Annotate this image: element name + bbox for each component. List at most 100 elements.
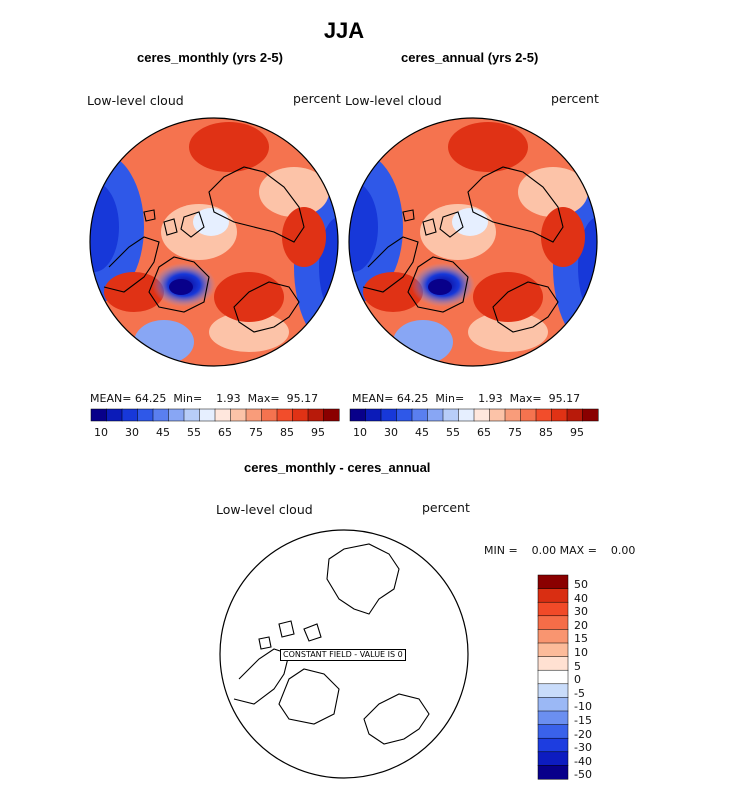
colorbar-swatch: [365, 408, 382, 422]
colorbar-swatch: [396, 408, 413, 422]
colorbar-swatch: [537, 588, 569, 603]
colorbar-swatch: [152, 408, 170, 422]
panel-1-subtitle: ceres_monthly (yrs 2-5): [137, 50, 283, 65]
colorbar-tick: 30: [125, 426, 139, 439]
panel-2-subtitle: ceres_annual (yrs 2-5): [401, 50, 539, 65]
diff-colorbar-ticks: 50 40 30 20 15 10 5 0 -5 -10 -15 -20 -30…: [574, 578, 614, 782]
panel-2-colorbar-ticks: 10 30 45 55 65 75 85 95: [350, 426, 598, 440]
colorbar-swatch: [537, 629, 569, 644]
colorbar-tick: 50: [574, 578, 588, 591]
colorbar-swatch: [582, 408, 599, 422]
colorbar-swatch: [537, 765, 569, 780]
colorbar-swatch: [489, 408, 506, 422]
colorbar-tick: -5: [574, 686, 585, 700]
panel-2-polar-map: [348, 117, 598, 367]
constant-field-label: CONSTANT FIELD - VALUE IS 0: [280, 649, 406, 661]
colorbar-swatch: [245, 408, 263, 422]
colorbar-swatch: [292, 408, 309, 422]
colorbar-swatch: [106, 408, 123, 422]
colorbar-swatch: [380, 408, 398, 422]
diff-minmax: MIN = 0.00 MAX = 0.00: [484, 544, 636, 557]
colorbar-tick: 45: [415, 426, 429, 439]
colorbar-tick: 65: [477, 426, 491, 439]
diff-subtitle: ceres_monthly - ceres_annual: [244, 460, 431, 475]
coastline-siberia: [326, 543, 400, 615]
colorbar-tick: 5: [574, 659, 581, 673]
colorbar-swatch: [520, 408, 537, 422]
panel-1-units-label: percent: [293, 91, 341, 106]
diff-polar-map: [219, 529, 469, 779]
colorbar-tick: 95: [570, 426, 584, 439]
colorbar-tick: -20: [574, 727, 592, 741]
colorbar-swatch: [537, 656, 569, 671]
colorbar-swatch: [458, 408, 475, 422]
colorbar-swatch: [442, 408, 460, 422]
colorbar-tick: -15: [574, 714, 592, 727]
panel-1-colorbar-ticks: 10 30 45 55 65 75 85 95: [91, 426, 339, 440]
colorbar-swatch: [537, 669, 569, 685]
colorbar-swatch: [90, 408, 108, 422]
colorbar-tick: -30: [574, 741, 592, 755]
colorbar-tick: 85: [539, 426, 553, 439]
colorbar-swatch: [537, 751, 569, 766]
page-title: JJA: [323, 18, 365, 43]
colorbar-swatch: [537, 724, 569, 739]
coastline-europe: [492, 281, 559, 333]
colorbar-tick: 95: [311, 426, 325, 439]
panel-1-mean: MEAN= 64.25 Min= 1.93 Max= 95.17: [90, 392, 319, 405]
colorbar-swatch: [537, 697, 569, 712]
coastline-greenland: [278, 668, 340, 725]
colorbar-swatch: [276, 408, 294, 422]
coastline-islands: [258, 620, 322, 650]
colorbar-tick: -40: [574, 754, 592, 768]
coastline-siberia: [467, 166, 564, 243]
colorbar-swatch: [473, 408, 491, 422]
colorbar-swatch: [537, 601, 569, 617]
diff-units-label: percent: [422, 500, 470, 515]
colorbar-swatch: [551, 408, 568, 422]
colorbar-tick: 55: [446, 426, 460, 439]
panel-1-polar-map: [89, 117, 339, 367]
colorbar-swatch: [537, 710, 569, 726]
colorbar-tick: -10: [574, 700, 592, 714]
colorbar-tick: 10: [574, 646, 588, 659]
colorbar-swatch: [121, 408, 139, 422]
colorbar-tick: 30: [574, 605, 588, 619]
colorbar-tick: 15: [574, 632, 588, 646]
colorbar-swatch: [137, 408, 154, 422]
colorbar-swatch: [537, 683, 569, 698]
panel-2-colorbar: [349, 408, 599, 422]
colorbar-tick: 20: [574, 618, 588, 632]
colorbar-swatch: [214, 408, 232, 422]
colorbar-swatch: [537, 615, 569, 630]
colorbar-swatch: [427, 408, 444, 422]
colorbar-swatch: [323, 408, 340, 422]
panel-1-variable-label: Low-level cloud: [87, 93, 184, 108]
panel-1-colorbar: [90, 408, 340, 422]
colorbar-tick: 10: [94, 426, 108, 439]
colorbar-swatch: [230, 408, 247, 422]
colorbar-swatch: [504, 408, 522, 422]
colorbar-tick: 55: [187, 426, 201, 439]
colorbar-swatch: [537, 737, 569, 753]
colorbar-tick: -50: [574, 768, 592, 782]
coastline-north-america: [103, 236, 160, 293]
diff-variable-label: Low-level cloud: [216, 502, 313, 517]
coastline-greenland: [407, 256, 469, 313]
colorbar-swatch: [566, 408, 584, 422]
coastline-siberia: [208, 166, 305, 243]
coastline-north-america: [362, 236, 419, 293]
coastline-islands: [402, 209, 464, 238]
colorbar-tick: 75: [249, 426, 263, 439]
colorbar-swatch: [261, 408, 278, 422]
colorbar-swatch: [168, 408, 185, 422]
coastline-islands: [143, 209, 205, 238]
colorbar-swatch: [535, 408, 553, 422]
colorbar-tick: 0: [574, 673, 581, 687]
coastline-europe: [233, 281, 300, 333]
colorbar-swatch: [199, 408, 216, 422]
panel-2-variable-label: Low-level cloud: [345, 93, 442, 108]
diff-colorbar: [537, 574, 569, 780]
colorbar-tick: 30: [384, 426, 398, 439]
colorbar-tick: 75: [508, 426, 522, 439]
